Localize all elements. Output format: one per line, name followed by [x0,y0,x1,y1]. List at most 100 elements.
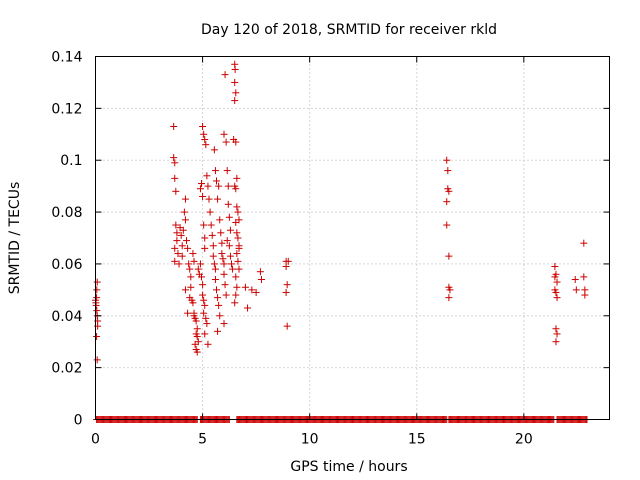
data-point [181,286,189,294]
data-point [209,242,217,250]
data-point [196,185,204,193]
data-point [174,250,182,258]
data-point [225,213,233,221]
data-point [203,172,211,180]
axes: 0 0.02 0.04 0.06 0.08 0.1 0.12 0.14 0 5 10 15 20 [51,50,610,448]
data-point [196,260,204,268]
data-point [223,237,231,245]
data-point [233,174,241,182]
data-point [198,180,206,188]
data-point [172,221,180,229]
data-point [210,260,218,268]
data-point [221,71,229,79]
data-point [235,265,243,273]
data-points [92,60,591,423]
data-point [184,309,192,317]
data-point [201,301,209,309]
data-point [204,340,212,348]
data-point [209,252,217,260]
data-point [222,138,230,146]
data-point [241,283,249,291]
y-tick-label: 0.02 [51,361,82,377]
data-point [93,286,101,294]
data-point [220,260,228,268]
data-point [220,130,228,138]
data-point [282,288,290,296]
data-point [181,195,189,203]
x-tick-label: 15 [408,432,426,448]
data-point [175,260,183,268]
data-point [224,182,232,190]
data-point [187,283,195,291]
data-point [551,273,559,281]
data-point [232,218,240,226]
data-point [93,278,101,286]
data-point [190,257,198,265]
data-point [232,273,240,281]
data-point [211,265,219,273]
data-point [444,167,452,175]
data-point [233,203,241,211]
data-point [199,123,207,131]
data-point [445,187,453,195]
data-point [234,208,242,216]
data-point [170,123,178,131]
data-point [572,286,580,294]
data-point [171,159,179,167]
data-point [580,239,588,247]
data-point [232,291,240,299]
data-point [200,296,208,304]
data-point [202,314,210,322]
data-point [93,307,101,315]
data-point [214,327,222,335]
data-point [217,229,225,237]
data-point [229,265,237,273]
data-point [193,325,201,333]
plot-frame [95,56,610,420]
data-point [231,97,239,105]
data-point [183,237,191,245]
data-point [571,275,579,283]
y-tick-label: 0.14 [51,50,82,66]
data-point [214,294,222,302]
data-point [93,356,101,364]
data-point [180,208,188,216]
data-point [552,325,560,333]
data-point [189,250,197,258]
data-point [200,309,208,317]
y-tick-label: 0.12 [51,101,82,117]
data-point [248,286,256,294]
data-point [215,182,223,190]
data-point [233,250,241,258]
data-point [244,304,252,312]
data-point [215,301,223,309]
chart-title: Day 120 of 2018, SRMTID for receiver rkl… [201,22,497,38]
data-point [177,231,185,239]
data-point [232,138,240,146]
data-point [216,216,224,224]
y-tick-label: 0.1 [60,153,82,169]
data-point [216,312,224,320]
data-point [553,330,561,338]
data-point [204,182,212,190]
data-point [200,130,208,138]
data-point [201,330,209,338]
data-point [184,244,192,252]
data-point [282,263,290,271]
data-point [233,283,241,291]
data-point [93,333,101,341]
data-point [201,234,209,242]
data-point [198,273,206,281]
x-tick-label: 5 [198,432,207,448]
data-point [234,257,242,265]
data-point [171,174,179,182]
data-point [225,242,233,250]
data-point [173,237,181,245]
data-point [252,288,260,296]
data-point [199,291,207,299]
data-point [553,294,561,302]
data-point [443,156,451,164]
data-point [202,141,210,149]
data-point [219,255,227,263]
